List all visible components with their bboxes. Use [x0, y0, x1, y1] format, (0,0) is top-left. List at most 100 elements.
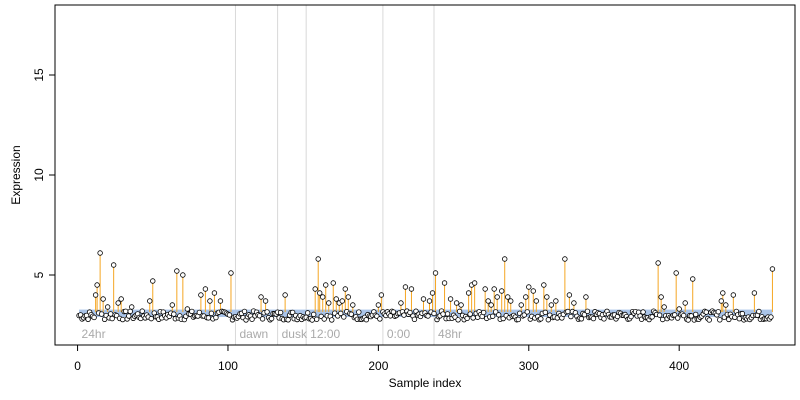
peak-point: [751, 290, 758, 296]
data-point: [321, 316, 327, 322]
data-point: [407, 309, 413, 316]
data-point: [122, 308, 129, 314]
peak-point: [718, 298, 725, 304]
peak-point: [432, 270, 439, 276]
peak-point: [317, 290, 323, 296]
data-point: [565, 308, 571, 315]
x-axis-label: Sample index: [389, 376, 462, 390]
x-tick-label: 200: [368, 359, 388, 373]
data-point: [285, 317, 291, 323]
peak-point: [429, 290, 436, 296]
data-point: [515, 316, 521, 323]
peak-point: [92, 292, 99, 298]
data-point: [680, 312, 687, 319]
x-tick-label: 400: [669, 359, 689, 373]
peak-point: [673, 270, 679, 276]
data-point: [139, 308, 145, 314]
data-point: [495, 312, 502, 318]
data-point: [119, 316, 126, 323]
peak-point: [350, 302, 356, 308]
data-point: [717, 317, 723, 323]
peak-point: [150, 278, 156, 284]
data-point: [309, 317, 315, 323]
data-point: [289, 309, 296, 316]
data-point: [756, 308, 762, 315]
section-label: 24hr: [82, 327, 106, 341]
data-point: [671, 312, 678, 318]
data-point: [314, 316, 320, 322]
data-point: [693, 311, 699, 318]
data-point: [685, 317, 691, 323]
peak-point: [533, 298, 540, 304]
data-point: [148, 315, 154, 322]
peak-point: [502, 256, 508, 262]
data-point: [480, 309, 487, 316]
x-axis: 0 100 200 300 400: [74, 345, 690, 373]
peak-point: [211, 290, 218, 296]
peak-point: [583, 294, 589, 300]
data-point: [649, 314, 655, 320]
peak-point: [720, 290, 726, 296]
y-axis-label: Expression: [9, 145, 23, 204]
peak-point: [100, 296, 106, 302]
peak-point: [398, 300, 404, 306]
data-point: [189, 308, 195, 315]
data-point: [456, 308, 463, 315]
peak-point: [553, 298, 559, 304]
peak-point: [494, 294, 500, 300]
section-label: dawn: [239, 327, 268, 341]
data-point: [171, 311, 177, 317]
data-point: [538, 316, 544, 322]
y-tick-label: 10: [32, 168, 46, 182]
data-point: [125, 313, 132, 319]
peak-point: [571, 300, 577, 306]
peak-point: [420, 296, 427, 302]
data-point: [703, 309, 709, 315]
y-axis: 5 10 15: [32, 68, 55, 278]
data-point: [259, 316, 266, 322]
data-point: [489, 313, 496, 319]
data-point: [590, 315, 597, 322]
data-point: [241, 308, 248, 315]
peak-point: [104, 304, 111, 310]
data-point: [264, 309, 270, 315]
data-point: [524, 309, 530, 315]
peak-point: [499, 288, 505, 294]
peak-point: [441, 280, 448, 286]
peak-point: [97, 250, 103, 256]
peak-point: [118, 296, 124, 302]
peak-point: [345, 294, 351, 300]
data-point: [455, 317, 461, 323]
peak-point: [458, 302, 464, 308]
peak-point: [562, 256, 568, 262]
peak-point: [530, 288, 536, 294]
peak-point: [339, 298, 345, 304]
data-point: [98, 311, 105, 317]
data-point: [545, 317, 552, 323]
data-point: [107, 311, 114, 317]
data-point: [467, 311, 473, 317]
section-labels: 24hr dawn dusk 12:00 0:00 48hr: [82, 327, 462, 341]
data-point: [425, 313, 431, 319]
data-points: [76, 250, 776, 323]
data-point: [581, 312, 588, 318]
peak-point: [408, 286, 415, 292]
data-point: [706, 317, 712, 323]
data-point: [213, 314, 219, 321]
data-point: [578, 316, 585, 322]
peak-point: [518, 302, 524, 308]
peak-point: [682, 300, 688, 306]
peak-point: [488, 302, 494, 308]
peak-point: [169, 302, 176, 308]
section-dividers: [234, 5, 435, 345]
plot-frame: [54, 4, 796, 346]
peak-point: [508, 298, 514, 304]
data-point: [268, 315, 275, 322]
data-point: [715, 309, 721, 315]
peak-point: [342, 286, 348, 292]
peak-point: [730, 292, 737, 298]
data-point: [377, 316, 383, 322]
peak-point: [94, 282, 100, 288]
data-point: [584, 308, 591, 315]
